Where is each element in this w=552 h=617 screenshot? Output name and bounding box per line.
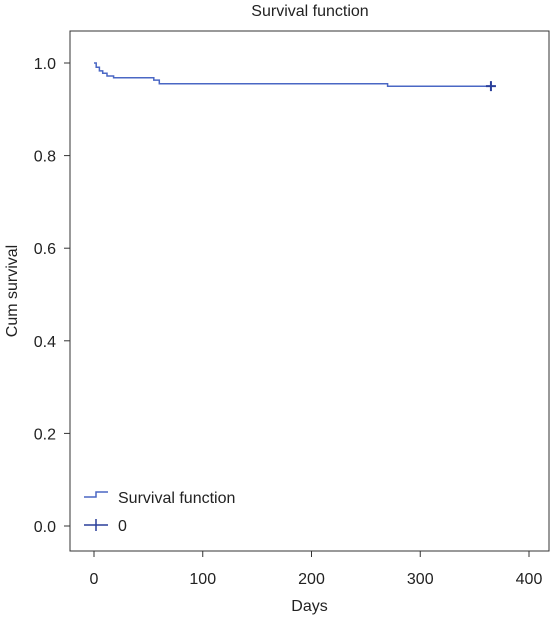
y-axis: 0.0 0.2 0.4 0.6 0.8 1.0 xyxy=(34,56,70,536)
x-tick-label: 300 xyxy=(407,571,434,588)
x-tick-label: 100 xyxy=(189,571,216,588)
censor-mark xyxy=(485,81,496,92)
legend: Survival function 0 xyxy=(84,490,235,535)
x-axis: 0 100 200 300 400 xyxy=(90,551,543,588)
y-axis-title: Cum survival xyxy=(4,245,21,337)
legend-censor-icon xyxy=(84,519,108,531)
survival-step-line xyxy=(94,62,491,87)
x-tick-label: 400 xyxy=(516,571,543,588)
y-tick-label: 0.8 xyxy=(34,149,56,166)
legend-label-survival: Survival function xyxy=(118,490,235,507)
x-tick-label: 200 xyxy=(298,571,325,588)
plot-frame xyxy=(69,30,550,552)
x-tick-label: 0 xyxy=(90,571,99,588)
x-axis-title: Days xyxy=(291,598,327,615)
chart-title: Survival function xyxy=(251,3,368,20)
y-tick-label: 0.0 xyxy=(34,519,56,536)
legend-label-censored: 0 xyxy=(118,518,127,535)
series-layer xyxy=(94,62,496,92)
legend-step-icon xyxy=(84,491,108,498)
y-tick-label: 0.2 xyxy=(34,426,56,443)
y-tick-label: 0.4 xyxy=(34,334,56,351)
y-tick-label: 0.6 xyxy=(34,241,56,258)
y-tick-label: 1.0 xyxy=(34,56,56,73)
